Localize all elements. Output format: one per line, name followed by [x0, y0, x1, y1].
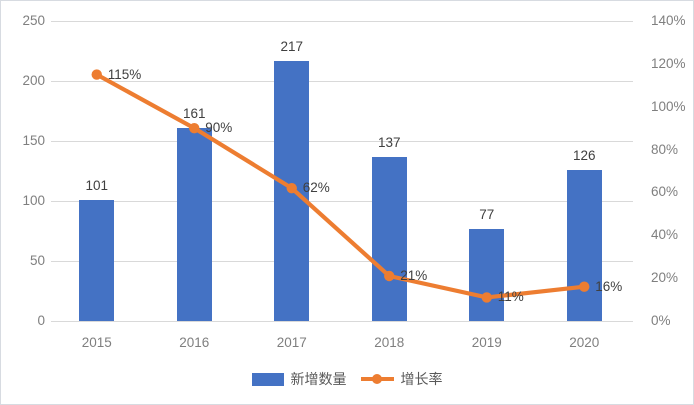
growth-rate-label: 11%: [497, 289, 524, 305]
bar-2020: [566, 169, 602, 321]
left-axis-tick: 100: [22, 193, 45, 208]
right-axis-tick: 80%: [651, 141, 679, 157]
legend-label-bar-series: 新增数量: [290, 371, 347, 387]
legend: 新增数量 增长率: [1, 369, 693, 389]
growth-rate-label: 90%: [205, 120, 233, 136]
right-axis-tick: 60%: [651, 184, 679, 200]
bar-value-label: 217: [280, 38, 304, 54]
x-axis-label: 2020: [569, 335, 600, 350]
bar-value-label: 161: [182, 105, 206, 121]
bar-value-label: 126: [572, 147, 596, 163]
gridline: [51, 320, 633, 322]
gridline: [51, 200, 633, 202]
growth-rate-label: 62%: [302, 180, 330, 196]
legend-label-line-series: 增长率: [400, 371, 443, 387]
left-axis-tick: 250: [22, 13, 45, 28]
gridline: [51, 20, 633, 22]
bar-value-label: 101: [85, 177, 109, 193]
bar-2016: [176, 127, 212, 321]
x-axis-label: 2016: [179, 335, 210, 350]
line-point: [91, 69, 102, 80]
bar-series-swatch: [251, 372, 284, 386]
bar-2018: [371, 156, 407, 321]
gridline: [51, 140, 633, 142]
line-swatch-dot: [371, 374, 382, 384]
x-axis-label: 2015: [81, 335, 112, 350]
bar-2015: [79, 199, 115, 321]
gridline: [51, 260, 633, 262]
line-point: [481, 292, 492, 303]
growth-rate-label: 115%: [107, 66, 142, 82]
right-axis-tick: 20%: [651, 270, 679, 286]
left-axis-tick: 200: [22, 73, 45, 88]
right-axis-tick: 120%: [651, 55, 686, 71]
growth-rate-label: 16%: [595, 278, 623, 294]
x-axis-label: 2017: [276, 335, 307, 350]
right-axis-tick: 140%: [651, 13, 686, 28]
growth-rate-label: 21%: [400, 268, 428, 283]
line-point: [579, 281, 590, 292]
right-axis-tick: 0%: [651, 313, 671, 328]
line-series-swatch: [360, 373, 394, 385]
left-axis-tick: 150: [22, 133, 45, 148]
x-axis-label: 2019: [471, 335, 502, 350]
bar-value-label: 137: [377, 134, 401, 150]
line-point: [189, 122, 200, 134]
legend-item-bar-series: 新增数量: [251, 369, 347, 389]
x-axis-label: 2018: [374, 335, 405, 350]
line-point: [286, 182, 297, 194]
growth-rate-line: [95, 72, 585, 300]
left-axis-tick: 0: [37, 313, 45, 328]
right-axis-tick: 40%: [651, 227, 679, 243]
line-point: [384, 270, 395, 282]
bar-2019: [469, 228, 505, 321]
bar-value-label: 77: [479, 206, 495, 222]
left-axis-tick: 50: [29, 253, 45, 268]
right-axis-tick: 100%: [651, 98, 686, 114]
gridline: [51, 80, 633, 82]
legend-item-line-series: 增长率: [360, 369, 443, 389]
